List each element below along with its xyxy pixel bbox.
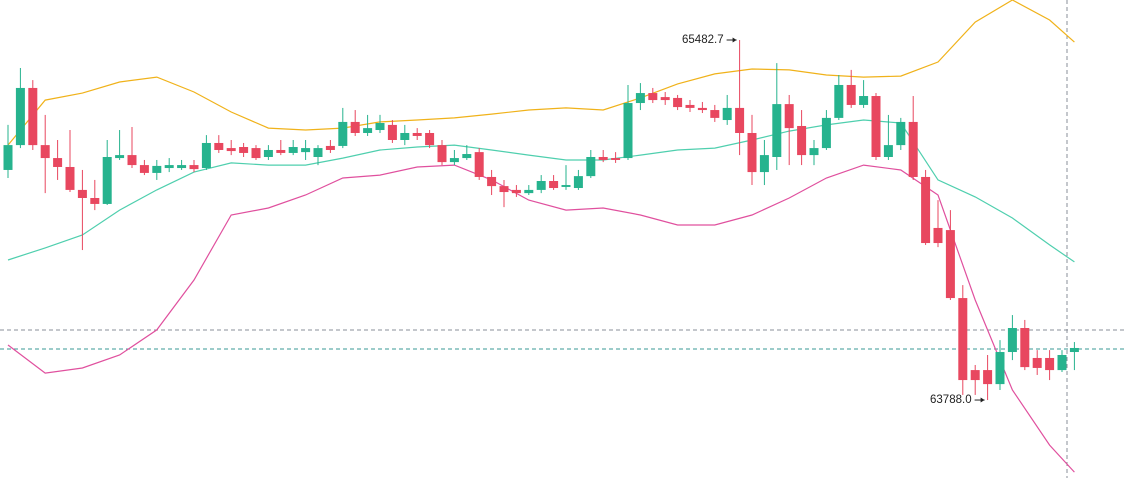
band-line (7, 164, 1075, 473)
candle-body (350, 121, 360, 133)
candle-body (660, 97, 670, 101)
band-line (7, 119, 1075, 263)
candle-body (1032, 357, 1042, 368)
candle-body (301, 148, 311, 153)
candle-body (648, 93, 658, 101)
candle-body (102, 156, 112, 204)
candle-body (90, 197, 100, 204)
candle-body (3, 145, 13, 170)
candle-body (363, 128, 373, 133)
candle-body (263, 149, 273, 157)
candle-body (449, 158, 459, 163)
candle-body (276, 149, 286, 153)
candle-body (412, 132, 422, 136)
candle-body (809, 148, 819, 156)
candle-body (511, 189, 521, 194)
candle-body (871, 96, 881, 157)
candle-body (53, 158, 63, 167)
candle-body (970, 370, 980, 381)
annotation-label: 63788.0 (930, 394, 972, 406)
candle-body (313, 148, 323, 157)
candle-body (239, 147, 249, 153)
candle-body (288, 147, 298, 153)
candle-body (883, 145, 893, 157)
candle-body (487, 176, 497, 187)
candle-body (635, 93, 645, 104)
candle-body (673, 97, 683, 108)
candle-body (933, 227, 943, 244)
candle-body (611, 158, 621, 160)
candle-body (400, 132, 410, 141)
candle-body (437, 145, 447, 163)
candle-body (549, 181, 559, 189)
candle-body (164, 165, 174, 169)
candle-body (375, 123, 385, 131)
candle-body (201, 142, 211, 169)
candle-body (115, 155, 125, 159)
candle-body (152, 165, 162, 173)
candle-body (1007, 328, 1017, 353)
candle-body (524, 189, 534, 194)
candle-body (177, 165, 187, 169)
candle-body (189, 165, 199, 170)
candle-body (474, 152, 484, 177)
candle-body (983, 370, 993, 385)
candle-body (921, 176, 931, 244)
candle-body (834, 84, 844, 118)
candle-body (65, 166, 75, 190)
candle-body (821, 117, 831, 149)
candle-body (40, 145, 50, 159)
candle-body (462, 154, 472, 159)
candle-body (623, 103, 633, 159)
candle-body (598, 156, 608, 160)
band-line (7, 0, 1075, 146)
candle-body (499, 186, 509, 193)
candle-body (735, 107, 745, 133)
candle-body (15, 87, 25, 146)
candle-body (387, 124, 397, 141)
candle-body (1069, 347, 1079, 353)
candle-body (127, 155, 137, 166)
candle-body (1045, 357, 1055, 371)
candle-body (573, 176, 583, 189)
candle-body (1020, 328, 1030, 368)
candle-body (586, 156, 596, 177)
candle-body (1057, 354, 1067, 371)
candle-body (338, 121, 348, 146)
candle-body (797, 125, 807, 156)
candle-body (908, 121, 918, 177)
annotation-label: 65482.7 (682, 34, 724, 46)
candle-body (710, 110, 720, 118)
candle-body (722, 107, 732, 121)
candle-body (226, 148, 236, 152)
candle-body (958, 298, 968, 381)
candle-body (772, 104, 782, 157)
candle-body (77, 189, 87, 198)
candle-body (536, 181, 546, 190)
candle-body (325, 145, 335, 150)
candle-body (859, 96, 869, 105)
candle-body (784, 104, 794, 129)
candle-body (561, 185, 571, 187)
candle-body (747, 132, 757, 173)
annotation-arrowhead (732, 37, 737, 43)
annotation-arrowhead (980, 397, 985, 403)
candle-body (425, 132, 435, 146)
candle-body (995, 352, 1005, 385)
candle-body (251, 148, 261, 159)
candle-body (685, 104, 695, 108)
candle-body (846, 84, 856, 105)
candle-body (896, 121, 906, 146)
candle-body (139, 165, 149, 173)
candle-body (214, 142, 224, 150)
candle-body (759, 155, 769, 173)
candle-body (28, 87, 38, 146)
candle-body (697, 107, 707, 111)
candle-body (945, 230, 955, 299)
